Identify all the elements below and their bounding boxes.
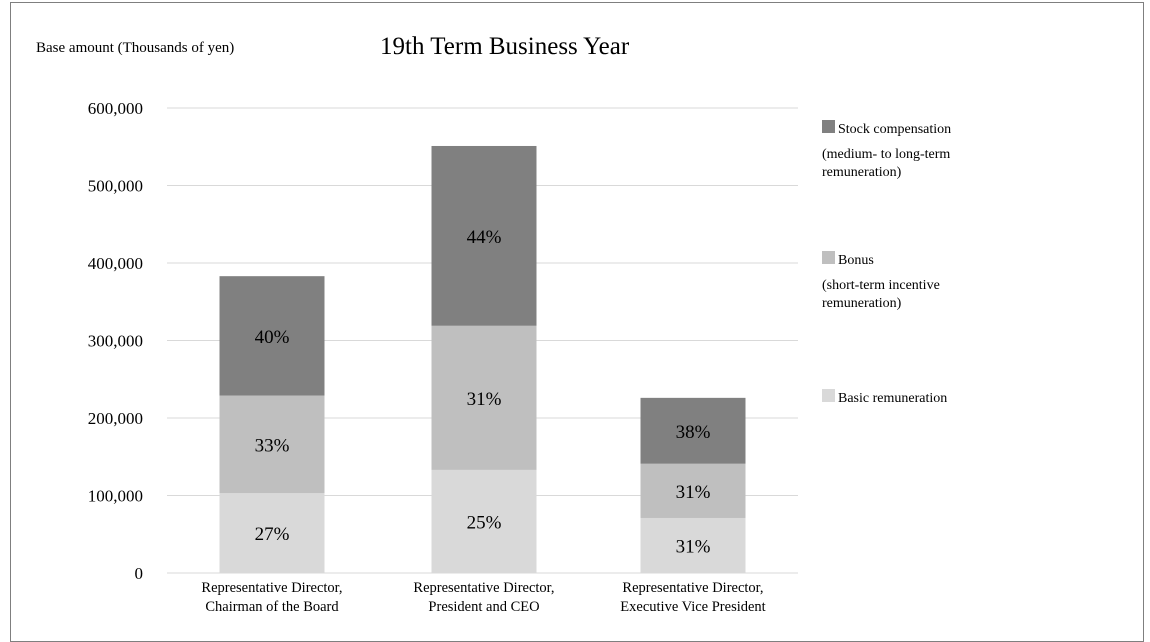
bar-segment [431, 469, 537, 573]
legend-label: Stock compensation [838, 122, 951, 137]
data-label: 33% [255, 435, 290, 456]
y-tick-label: 100,000 [88, 487, 143, 506]
y-axis-label: Base amount (Thousands of yen) [36, 40, 234, 56]
bars: 27% 33% 40% 25% 31% 44% 31% 31% 38% [219, 145, 746, 573]
data-label: 31% [676, 536, 711, 557]
data-label: 25% [467, 512, 502, 533]
bar-segment [219, 493, 325, 573]
legend-label: remuneration) [822, 296, 902, 311]
bar-segment [219, 395, 325, 494]
y-tick-label: 300,000 [88, 332, 143, 351]
data-label: 31% [676, 482, 711, 503]
data-label: 31% [467, 389, 502, 410]
legend-label: Bonus [838, 253, 874, 268]
data-label: 38% [676, 422, 711, 443]
y-tick-label: 500,000 [88, 177, 143, 196]
data-label: 27% [255, 524, 290, 545]
bar-segment [640, 463, 746, 518]
x-axis-categories: Representative Director, Chairman of the … [201, 580, 765, 615]
y-tick-label: 400,000 [88, 254, 143, 273]
x-category-label: Representative Director, President and CE… [413, 580, 554, 615]
bar-segment [640, 517, 746, 573]
bar-segment [219, 276, 325, 396]
legend: Stock compensation (medium- to long-term r… [822, 120, 951, 406]
y-axis-ticks: 0 100,000 200,000 300,000 400,000 500,000 600,… [88, 99, 143, 583]
y-tick-label: 600,000 [88, 99, 143, 118]
legend-label: (medium- to long-term [822, 147, 950, 162]
x-category-label: Representative Director, Executive Vice P… [620, 580, 765, 615]
legend-swatch [822, 389, 835, 402]
bar-segment [640, 397, 746, 464]
data-label: 40% [255, 327, 290, 348]
data-label: 44% [467, 227, 502, 248]
bar-segment [431, 145, 537, 326]
y-tick-label: 200,000 [88, 409, 143, 428]
legend-label: remuneration) [822, 165, 902, 180]
legend-swatch [822, 251, 835, 264]
y-tick-label: 0 [135, 564, 144, 583]
legend-label: Basic remuneration [838, 391, 947, 406]
legend-swatch [822, 120, 835, 133]
bar-segment [431, 325, 537, 470]
chart-title: 19th Term Business Year [380, 33, 630, 60]
legend-label: (short-term incentive [822, 278, 940, 293]
x-category-label: Representative Director, Chairman of the … [201, 580, 342, 615]
